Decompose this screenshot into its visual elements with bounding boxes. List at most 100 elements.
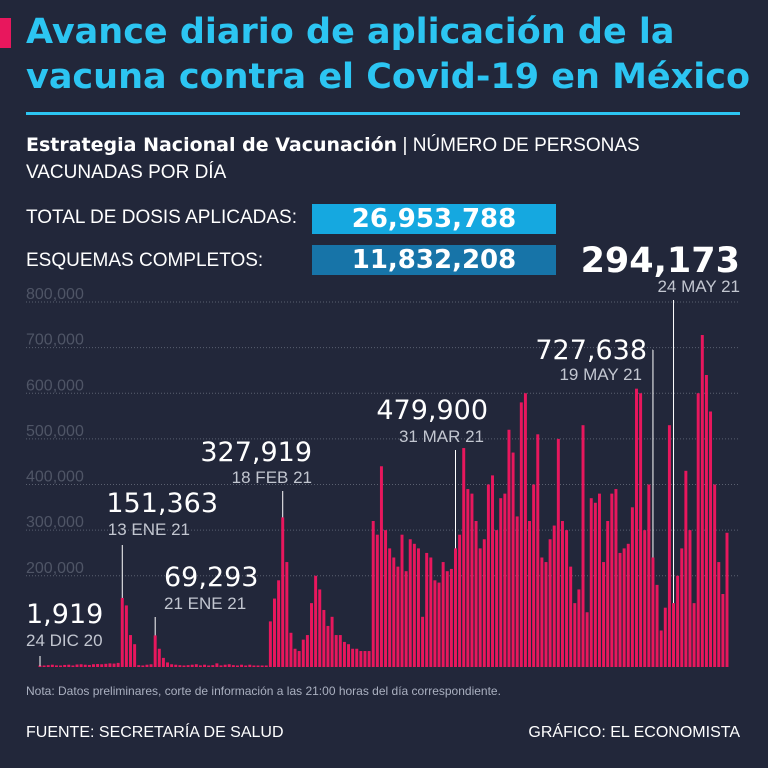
bar-124: [548, 539, 552, 667]
bar-102: [458, 534, 462, 667]
bar-71: [330, 616, 334, 667]
bar-59: [281, 517, 285, 667]
bar-150: [655, 584, 659, 668]
bar-135: [593, 502, 597, 667]
bar-132: [581, 425, 585, 667]
bar-115: [511, 452, 515, 667]
bar-121: [536, 434, 540, 667]
bar-67: [314, 575, 318, 667]
bar-37: [190, 664, 194, 667]
bar-104: [466, 489, 470, 667]
bar-136: [597, 493, 601, 668]
bar-43: [215, 663, 219, 667]
bar-48: [235, 665, 239, 667]
source-credit: FUENTE: SECRETARÍA DE SALUD: [26, 724, 284, 741]
subtitle-strategy: Estrategia Nacional de Vacunación: [26, 134, 398, 156]
bar-58: [277, 580, 281, 667]
annotation-value-4: 479,900: [376, 395, 488, 426]
annotation-date-0: 24 DIC 20: [26, 631, 103, 650]
y-tick-label-6: 800,000: [26, 286, 84, 303]
chart-subtitle: Estrategia Nacional de Vacunación | NÚME…: [26, 132, 741, 186]
bar-0: [38, 665, 42, 667]
bar-17: [108, 663, 112, 667]
bar-75: [347, 644, 351, 667]
bar-128: [565, 530, 569, 668]
bar-41: [207, 665, 211, 667]
bar-106: [474, 521, 478, 667]
bar-40: [203, 664, 207, 667]
bar-78: [359, 651, 363, 667]
bar-137: [602, 562, 606, 667]
bar-84: [384, 530, 388, 668]
annotation-value-2: 69,293: [164, 562, 258, 593]
bar-18: [112, 663, 116, 667]
bar-112: [499, 498, 503, 667]
bar-46: [227, 664, 231, 667]
bar-93: [421, 616, 425, 667]
bar-19: [116, 662, 120, 667]
bar-130: [573, 603, 577, 668]
bar-95: [429, 557, 433, 667]
bar-10: [79, 664, 83, 667]
bar-117: [519, 402, 523, 668]
bar-118: [523, 393, 527, 667]
bar-9: [75, 664, 79, 667]
bar-161: [700, 335, 704, 667]
bar-51: [248, 664, 252, 667]
annotation-value-3: 327,919: [200, 437, 312, 468]
bar-7: [67, 664, 71, 667]
bar-76: [351, 648, 355, 667]
annotation-date-3: 18 FEB 21: [232, 468, 312, 487]
bar-38: [194, 664, 198, 667]
bar-159: [692, 603, 696, 668]
bar-89: [404, 571, 408, 667]
bar-28: [153, 635, 157, 667]
bar-29: [157, 648, 161, 667]
bar-98: [441, 562, 445, 667]
bar-36: [186, 665, 190, 667]
bar-2: [46, 665, 50, 667]
bar-23: [133, 644, 137, 667]
bar-15: [100, 664, 104, 667]
bar-156: [680, 548, 684, 668]
bar-149: [651, 557, 655, 667]
complete-schemes-value: 11,832,208: [312, 245, 556, 275]
bar-22: [129, 635, 132, 667]
annotation-date-4: 31 MAR 21: [399, 427, 484, 446]
bar-154: [672, 603, 675, 668]
annotation-date-2: 21 ENE 21: [164, 594, 246, 613]
annotation-value-0: 1,919: [26, 599, 103, 630]
bar-94: [425, 552, 429, 667]
bar-158: [688, 530, 692, 668]
bar-24: [137, 665, 141, 667]
bar-126: [556, 438, 560, 668]
bar-85: [388, 548, 392, 668]
bar-138: [606, 521, 610, 667]
bar-83: [379, 466, 383, 667]
y-tick-label-4: 600,000: [26, 377, 84, 394]
bar-5: [59, 665, 63, 667]
bar-127: [560, 521, 564, 667]
bar-1: [42, 665, 46, 667]
bar-62: [293, 648, 297, 667]
bar-70: [326, 625, 330, 667]
bar-33: [174, 664, 178, 667]
chart-title: Avance diario de aplicación de la vacuna…: [26, 10, 756, 100]
annotation-date-1: 13 ENE 21: [108, 520, 190, 539]
bar-133: [585, 612, 589, 667]
bar-91: [412, 543, 416, 667]
bar-101: [454, 548, 457, 668]
bar-72: [334, 635, 338, 667]
bar-77: [355, 648, 359, 667]
bar-105: [470, 493, 474, 668]
bar-107: [478, 548, 482, 668]
bar-163: [709, 411, 713, 667]
y-tick-label-1: 300,000: [26, 514, 84, 531]
bar-97: [437, 582, 441, 667]
bar-50: [244, 665, 248, 667]
bar-81: [371, 521, 375, 667]
bar-99: [445, 571, 449, 667]
bar-55: [264, 665, 268, 667]
bar-139: [610, 493, 614, 668]
bar-100: [449, 568, 453, 667]
